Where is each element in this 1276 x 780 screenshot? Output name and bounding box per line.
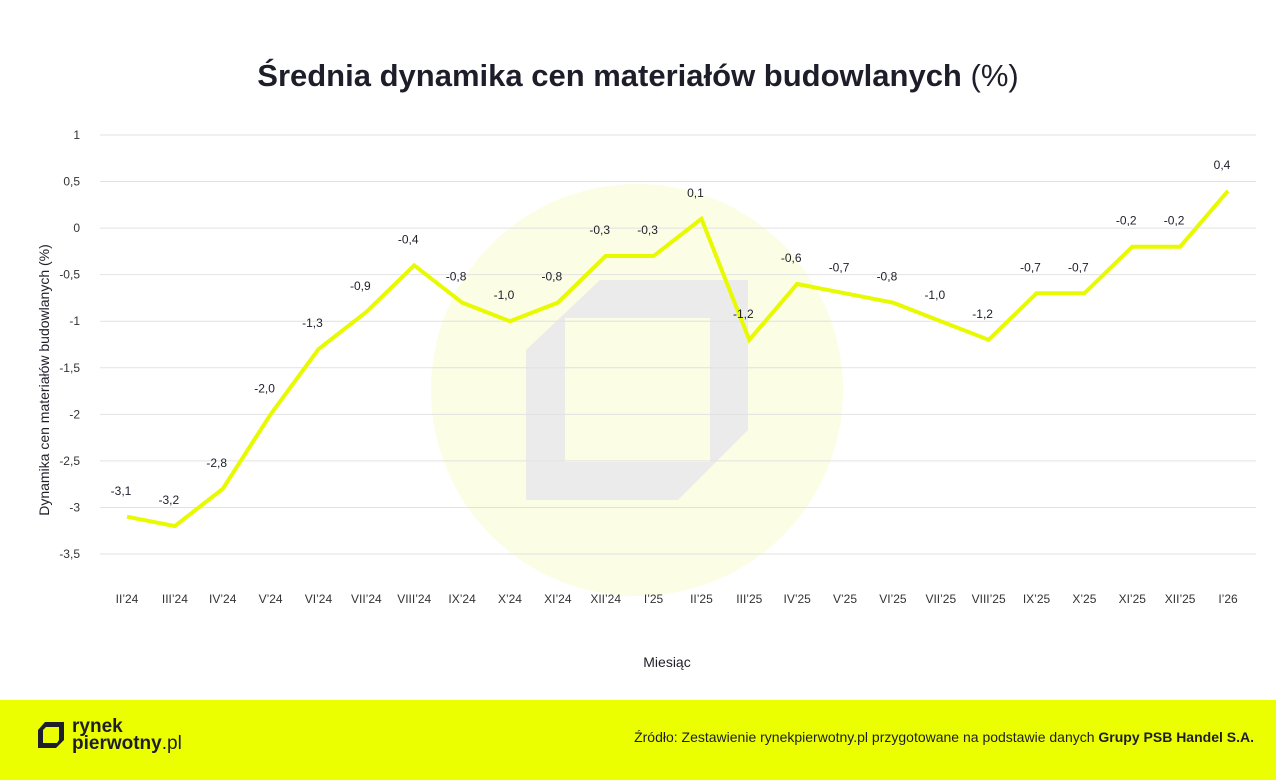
x-tick-label: III’24 <box>162 592 188 606</box>
series-line <box>126 189 1230 529</box>
x-tick-label: II’25 <box>690 592 713 606</box>
logo-icon <box>38 722 64 748</box>
x-tick-label: IX’25 <box>1023 592 1051 606</box>
x-tick-label: VIII’25 <box>972 592 1006 606</box>
data-label: -1,2 <box>972 307 993 321</box>
title-text: Średnia dynamika cen materiałów budowlan… <box>257 58 962 93</box>
x-tick-label: VII’25 <box>925 592 956 606</box>
source-prefix: Źródło: Zestawienie rynekpierwotny.pl pr… <box>634 729 1099 745</box>
data-label: -1,3 <box>302 316 323 330</box>
y-tick-label: 0 <box>73 221 80 235</box>
data-label: -0,8 <box>541 270 562 284</box>
chart-title: Średnia dynamika cen materiałów budowlan… <box>0 58 1276 94</box>
x-tick-label: XII’25 <box>1165 592 1196 606</box>
x-tick-label: IX’24 <box>448 592 476 606</box>
x-axis-label: Miesiąc <box>643 654 690 670</box>
data-label: -0,8 <box>877 270 898 284</box>
logo-line1: rynek <box>72 716 123 737</box>
y-tick-label: -3,5 <box>59 547 80 561</box>
logo-line2: pierwotny <box>72 733 162 754</box>
data-label: -0,9 <box>350 279 371 293</box>
data-label: -1,0 <box>494 288 515 302</box>
x-tick-label: VIII’24 <box>397 592 431 606</box>
data-label: -1,2 <box>733 307 754 321</box>
y-tick-label: -3 <box>69 500 80 514</box>
x-tick-label: I’26 <box>1218 592 1238 606</box>
x-tick-label: II’24 <box>116 592 139 606</box>
source-bold: Grupy PSB Handel S.A. <box>1098 729 1254 745</box>
x-tick-label: X’24 <box>498 592 522 606</box>
x-tick-label: V’24 <box>259 592 283 606</box>
y-tick-label: -0,5 <box>59 268 80 282</box>
y-tick-label: -1 <box>69 314 80 328</box>
y-tick-label: 1 <box>73 128 80 142</box>
x-tick-label: VI’24 <box>305 592 333 606</box>
x-tick-label: V’25 <box>833 592 857 606</box>
x-tick-label: VII’24 <box>351 592 382 606</box>
x-tick-label: IV’24 <box>209 592 237 606</box>
y-tick-label: 0,5 <box>63 175 80 189</box>
x-tick-label: X’25 <box>1072 592 1096 606</box>
y-tick-label: -1,5 <box>59 361 80 375</box>
data-label: -0,2 <box>1116 214 1137 228</box>
watermark-logo-icon <box>526 280 748 500</box>
data-label: -2,0 <box>254 381 275 395</box>
x-tick-label: XI’24 <box>544 592 572 606</box>
logo: rynek pierwotny.pl <box>38 716 182 754</box>
x-tick-label: IV’25 <box>783 592 811 606</box>
data-label: -0,3 <box>637 223 658 237</box>
source-note: Źródło: Zestawienie rynekpierwotny.pl pr… <box>634 729 1254 745</box>
data-label: -0,8 <box>446 270 467 284</box>
watermark-circle <box>431 184 843 596</box>
logo-suffix: .pl <box>161 733 182 754</box>
data-label: -3,1 <box>111 484 132 498</box>
data-label: -3,2 <box>159 493 180 507</box>
footer <box>0 700 1276 780</box>
x-tick-label: XII’24 <box>590 592 621 606</box>
data-label: -0,7 <box>829 260 850 274</box>
x-tick-label: VI’25 <box>879 592 907 606</box>
y-tick-label: -2,5 <box>59 454 80 468</box>
x-tick-label: III’25 <box>736 592 762 606</box>
data-label: -0,6 <box>781 251 802 265</box>
data-label: -0,3 <box>589 223 610 237</box>
title-unit: (%) <box>970 58 1019 93</box>
data-label: 0,1 <box>687 186 704 200</box>
data-label: -2,8 <box>206 456 227 470</box>
data-label: -1,0 <box>924 288 945 302</box>
x-tick-label: XI’25 <box>1119 592 1147 606</box>
data-label: -0,7 <box>1020 260 1041 274</box>
line-chart: 1 0,5 0 -0,5 -1 -1,5 -2 -2,5 -3 -3,5 II’24 III’24 IV… <box>36 128 1256 670</box>
y-axis-label: Dynamika cen materiałów budowlanych (%) <box>36 244 52 516</box>
data-label: -0,2 <box>1164 214 1185 228</box>
data-label: -0,4 <box>398 232 419 246</box>
data-label: -0,7 <box>1068 260 1089 274</box>
y-tick-label: -2 <box>69 407 80 421</box>
x-tick-label: I’25 <box>644 592 664 606</box>
data-label: 0,4 <box>1214 158 1231 172</box>
